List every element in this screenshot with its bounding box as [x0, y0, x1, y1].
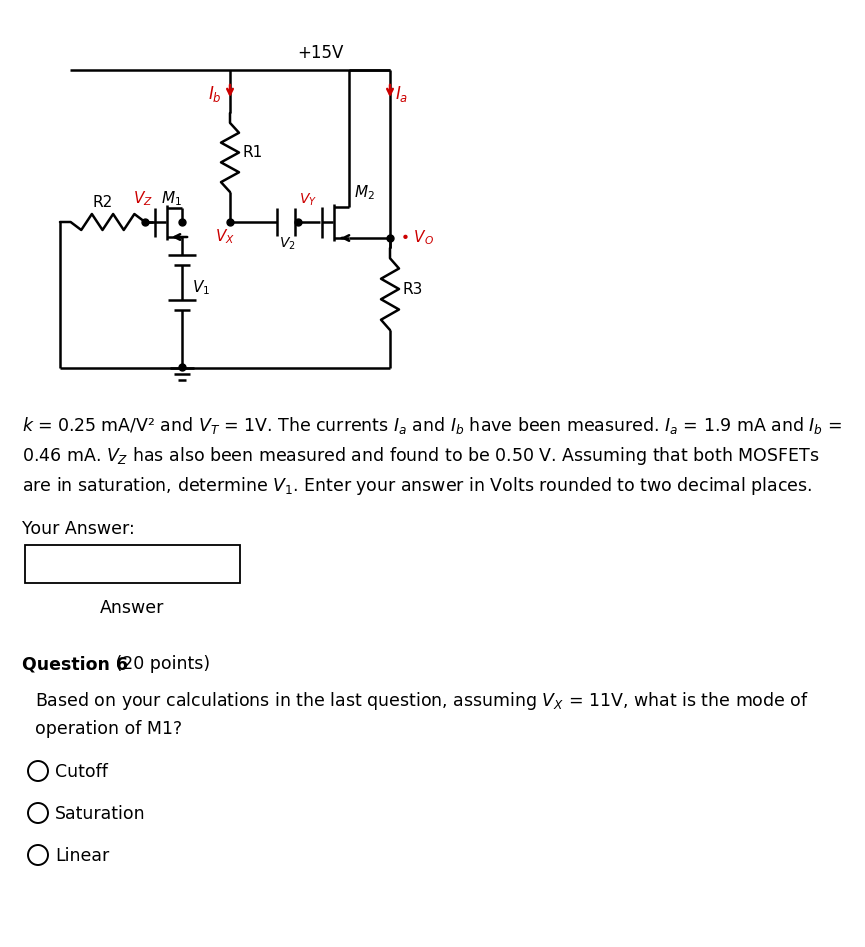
Text: Your Answer:: Your Answer:: [22, 520, 135, 538]
Text: Based on your calculations in the last question, assuming $V_X$ = 11V, what is t: Based on your calculations in the last q…: [35, 690, 809, 712]
Text: R2: R2: [93, 195, 112, 210]
Text: • $V_O$: • $V_O$: [400, 228, 434, 247]
Text: Saturation: Saturation: [55, 805, 145, 823]
FancyBboxPatch shape: [25, 545, 240, 583]
Text: $V_2$: $V_2$: [279, 236, 296, 253]
Text: Cutoff: Cutoff: [55, 763, 108, 781]
Text: (20 points): (20 points): [110, 655, 210, 673]
Text: $V_1$: $V_1$: [192, 278, 210, 296]
Text: $M_2$: $M_2$: [354, 184, 375, 202]
Text: $I_b$: $I_b$: [208, 84, 221, 104]
Text: $I_a$: $I_a$: [395, 84, 408, 104]
Text: R3: R3: [402, 281, 422, 296]
Text: $k$ = 0.25 mA/V² and $V_T$ = 1V. The currents $I_a$ and $I_b$ have been measured: $k$ = 0.25 mA/V² and $V_T$ = 1V. The cur…: [22, 415, 843, 436]
Text: Question 6: Question 6: [22, 655, 128, 673]
Text: +15V: +15V: [297, 44, 343, 62]
Text: are in saturation, determine $V_1$. Enter your answer in Volts rounded to two de: are in saturation, determine $V_1$. Ente…: [22, 475, 812, 497]
Text: Linear: Linear: [55, 847, 109, 865]
Text: 0.46 mA. $V_Z$ has also been measured and found to be 0.50 V. Assuming that both: 0.46 mA. $V_Z$ has also been measured an…: [22, 445, 819, 467]
Text: $V_X$: $V_X$: [215, 227, 235, 245]
Text: $M_1$: $M_1$: [161, 189, 182, 208]
Text: operation of M1?: operation of M1?: [35, 720, 183, 738]
Text: R1: R1: [243, 145, 263, 160]
Text: $V_Z$: $V_Z$: [133, 189, 153, 208]
Text: Answer: Answer: [100, 599, 164, 617]
Text: $V_Y$: $V_Y$: [299, 191, 317, 208]
